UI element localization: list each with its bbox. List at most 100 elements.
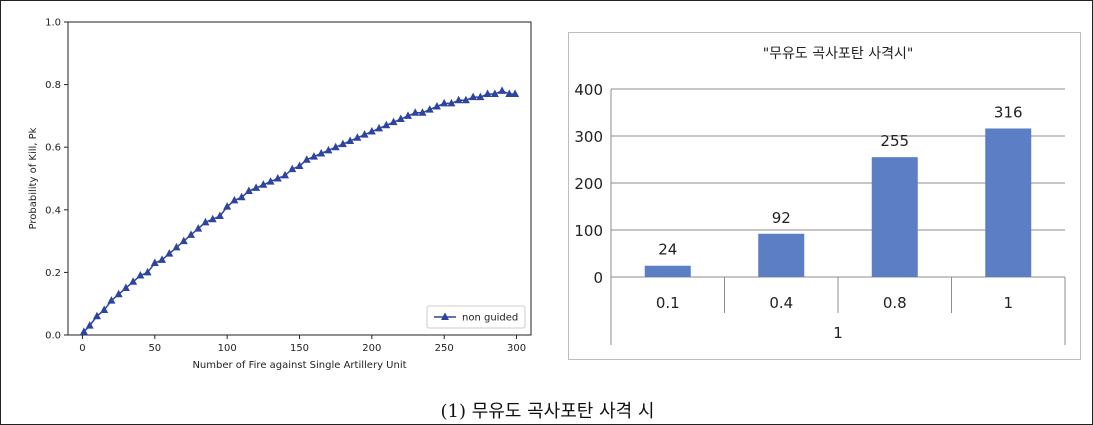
- data-point: [418, 108, 427, 116]
- data-point: [215, 211, 224, 220]
- data-point: [179, 236, 188, 245]
- x-tick-label: 250: [435, 343, 454, 354]
- data-point: [331, 142, 340, 151]
- x-tick-label: 100: [218, 343, 237, 354]
- y-tick-label: 200: [574, 175, 603, 193]
- legend-marker: [441, 312, 449, 320]
- data-label: 255: [880, 132, 909, 150]
- x-category-label: 0.1: [656, 294, 680, 312]
- data-point: [143, 267, 152, 276]
- x-category-label: 0.4: [769, 294, 793, 312]
- data-point: [498, 86, 507, 94]
- bar: [871, 157, 918, 277]
- data-point: [302, 155, 311, 163]
- bar: [758, 233, 805, 277]
- x-axis-label: Number of Fire against Single Artillery …: [192, 360, 406, 371]
- data-point: [107, 296, 116, 304]
- y-tick-label: 300: [574, 128, 603, 146]
- data-point: [511, 89, 520, 97]
- data-point: [114, 289, 123, 298]
- x-tick-label: 200: [362, 343, 381, 354]
- data-label: 92: [772, 209, 791, 227]
- data-point: [201, 217, 210, 226]
- data-point: [121, 283, 130, 292]
- data-point: [150, 258, 159, 267]
- y-tick-label: 0.2: [45, 268, 61, 279]
- data-point: [158, 255, 167, 263]
- y-tick-label: 100: [574, 222, 603, 240]
- data-point: [295, 161, 304, 169]
- data-point: [100, 305, 109, 313]
- data-point: [79, 327, 88, 335]
- data-point: [92, 311, 101, 320]
- data-label: 24: [658, 241, 677, 259]
- series-line: [83, 90, 516, 333]
- data-point: [454, 95, 463, 104]
- pk-line-chart: 0 50 100 150 200 250 300 0.0 0.2 0.4 0.6 0.8 1.0 Numb…: [28, 18, 532, 371]
- x-category-label: 1: [1003, 294, 1013, 312]
- data-point: [172, 242, 181, 251]
- data-point: [266, 177, 275, 185]
- data-point: [129, 277, 138, 285]
- data-point: [382, 120, 391, 129]
- data-point: [447, 98, 456, 107]
- y-tick-label: 0.4: [45, 205, 61, 216]
- data-point: [85, 321, 94, 329]
- x-group-label: 1: [833, 324, 843, 342]
- data-point: [411, 108, 420, 116]
- data-point: [375, 123, 384, 132]
- data-point: [338, 139, 347, 148]
- figure-caption: (1) 무유도 곡사포탄 사격 시: [440, 401, 655, 422]
- data-point: [469, 92, 478, 101]
- data-point: [476, 92, 485, 101]
- data-point: [461, 95, 470, 104]
- data-point: [389, 117, 398, 126]
- data-point: [324, 145, 333, 154]
- bar-chart: "무유도 곡사포탄 사격시" 0 100 200 300 400 24 0.1 92 0.4 255…: [574, 46, 1066, 345]
- data-point: [360, 130, 369, 138]
- x-tick-label: 300: [507, 343, 526, 354]
- x-tick-label: 50: [148, 343, 161, 354]
- data-point: [223, 202, 232, 210]
- chart-title: "무유도 곡사포탄 사격시": [763, 46, 914, 62]
- data-point: [244, 186, 253, 195]
- data-point: [367, 127, 376, 135]
- data-point: [288, 164, 297, 173]
- bar: [985, 128, 1032, 277]
- data-point: [194, 224, 203, 232]
- plot-area: [67, 21, 532, 336]
- data-point: [425, 105, 434, 113]
- data-point: [396, 114, 405, 123]
- data-point: [230, 195, 239, 204]
- legend: non guided: [426, 305, 526, 329]
- data-point: [440, 98, 449, 107]
- data-label: 316: [994, 103, 1023, 121]
- data-point: [483, 89, 492, 97]
- data-point: [165, 249, 174, 257]
- bar: [644, 265, 691, 277]
- data-point: [490, 89, 499, 97]
- data-point: [281, 170, 290, 179]
- y-axis-label: Probability of Kill, Pk: [28, 127, 39, 229]
- x-tick-label: 0: [79, 343, 85, 354]
- data-point: [186, 230, 195, 238]
- x-tick-label: 150: [290, 343, 309, 354]
- x-category-label: 0.8: [883, 294, 907, 312]
- y-tick-label: 0.8: [45, 80, 61, 91]
- y-tick-label: 0: [593, 269, 603, 287]
- data-point: [252, 183, 261, 191]
- legend-box: [426, 305, 526, 329]
- data-point: [505, 89, 514, 97]
- legend-label: non guided: [462, 313, 518, 324]
- data-point: [136, 271, 145, 279]
- data-point: [309, 152, 318, 160]
- y-tick-label: 1.0: [45, 18, 61, 29]
- data-point: [404, 111, 413, 119]
- data-point: [353, 133, 362, 141]
- data-point: [259, 180, 268, 188]
- data-point: [346, 136, 355, 144]
- y-tick-label: 0.6: [45, 143, 61, 154]
- y-tick-label: 0.0: [45, 331, 61, 342]
- data-point: [273, 174, 282, 182]
